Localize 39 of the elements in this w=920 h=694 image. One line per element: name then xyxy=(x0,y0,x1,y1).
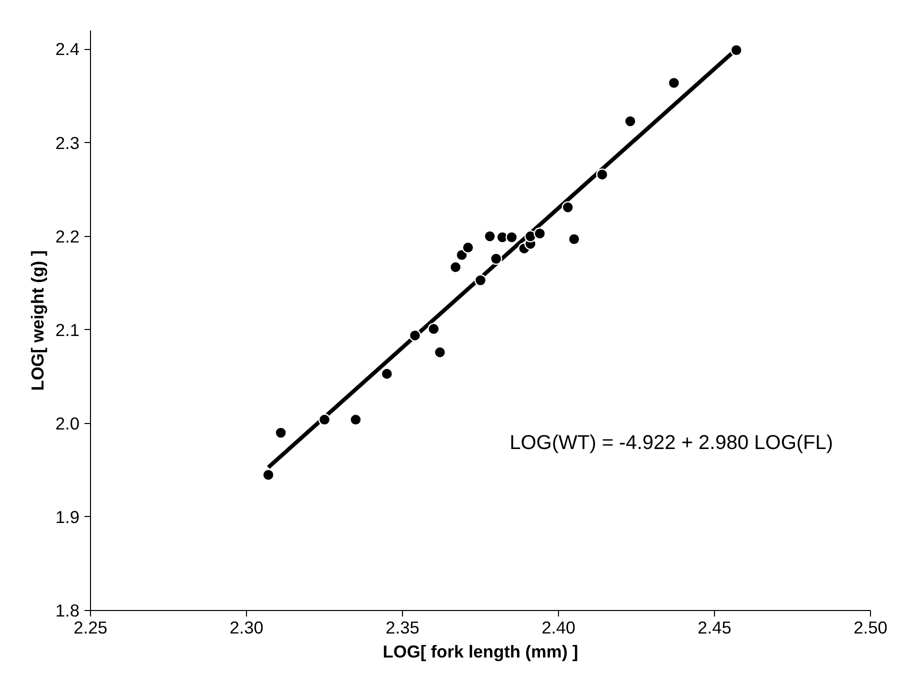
point xyxy=(484,230,496,242)
y-tick-label: 1.8 xyxy=(55,600,80,620)
x-tick-label: 2.45 xyxy=(698,618,732,638)
point xyxy=(524,230,537,242)
point xyxy=(596,168,608,181)
x-tick-label: 2.25 xyxy=(74,618,108,638)
point xyxy=(474,274,487,286)
point xyxy=(262,468,274,481)
point xyxy=(428,322,440,336)
x-tick-label: 2.40 xyxy=(542,618,576,638)
x-tick-label: 2.30 xyxy=(230,618,264,638)
point xyxy=(434,346,446,358)
x-axis-title: LOG[ fork length (mm) ] xyxy=(382,642,578,662)
y-tick-label: 2.3 xyxy=(55,132,80,153)
point xyxy=(730,44,742,56)
point xyxy=(562,201,574,214)
annotation: LOG(WT) = -4.922 + 2.980 LOG(FL) xyxy=(510,432,834,454)
x-tick-label: 2.35 xyxy=(386,618,420,638)
point xyxy=(380,368,393,380)
point xyxy=(318,414,331,426)
y-tick-label: 1.9 xyxy=(55,506,80,527)
y-tick-label: 2.0 xyxy=(55,413,80,434)
point xyxy=(462,241,474,254)
y-tick-label: 2.1 xyxy=(55,320,80,340)
point xyxy=(456,248,468,262)
point xyxy=(449,261,462,274)
point xyxy=(274,426,287,439)
y-tick-label: 2.2 xyxy=(55,226,80,246)
x-tick-label: 2.50 xyxy=(854,618,888,638)
point xyxy=(506,231,518,244)
y-tick-label: 2.4 xyxy=(55,39,80,60)
point xyxy=(668,76,680,89)
point xyxy=(568,233,580,246)
point xyxy=(534,227,546,240)
y-axis-title: LOG[ weight (g) ] xyxy=(27,250,48,391)
point xyxy=(408,329,422,342)
point xyxy=(350,414,362,426)
point xyxy=(624,115,636,128)
point xyxy=(490,252,502,265)
